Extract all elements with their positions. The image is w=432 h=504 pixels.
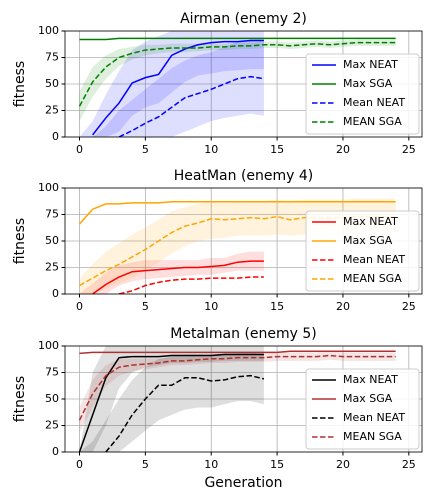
y-tick-label: 25 [45, 419, 59, 432]
series-line [118, 75, 265, 137]
series-line [78, 41, 396, 107]
band [79, 31, 264, 137]
x-tick-label: 20 [336, 300, 350, 313]
legend: Max NEAT Max SGA Mean NEAT MEAN SGA [305, 210, 420, 292]
y-tick-label: 100 [38, 24, 59, 37]
axes-frame [64, 187, 423, 295]
x-tick-label: 0 [76, 143, 83, 156]
series-line [105, 374, 265, 452]
chart-title: Airman (enemy 2) [180, 11, 307, 27]
x-tick-label: 25 [402, 458, 416, 471]
plot-area [78, 31, 396, 137]
x-tick-label: 5 [142, 300, 149, 313]
y-tick-label: 25 [45, 104, 59, 117]
x-tick-label: 15 [270, 143, 284, 156]
y-axis-label: fitness [12, 218, 28, 264]
legend: Max NEAT Max SGA Mean NEAT MEAN SGA [305, 53, 420, 135]
y-tick-label: 75 [45, 51, 59, 64]
series-line [79, 350, 396, 355]
band [79, 39, 264, 137]
subplot: Airman (enemy 2) fitness 0 25 50 75 100 0 5 10 15 2… [12, 11, 423, 156]
x-axis-label: Generation [204, 475, 282, 491]
x-tick-label: 0 [76, 300, 83, 313]
legend-label: Mean NEAT [343, 411, 405, 424]
subplot: Metalman (enemy 5)fitnessGeneration02550… [12, 326, 423, 491]
y-tick-label: 100 [38, 181, 59, 194]
x-tick-label: 5 [142, 458, 149, 471]
x-tick-label: 0 [76, 458, 83, 471]
series-line [118, 276, 264, 294]
legend-label: Mean NEAT [343, 253, 405, 266]
band [79, 251, 264, 294]
x-tick-label: 15 [270, 458, 284, 471]
band [79, 352, 264, 452]
y-tick-label: 100 [38, 339, 59, 352]
y-axis-label: fitness [12, 61, 28, 107]
band [79, 346, 264, 452]
legend-label: Max SGA [343, 234, 393, 247]
legend-label: MEAN SGA [343, 430, 402, 443]
subplot: HeatMan (enemy 4) fitness 0 25 50 75 100 0 5 10 15… [12, 168, 423, 313]
plot-area [78, 346, 396, 452]
legend-label: Max SGA [343, 77, 393, 90]
series-line [78, 201, 396, 225]
y-tick-label: 25 [45, 261, 59, 274]
series-line [79, 37, 396, 41]
axes-frame [64, 30, 423, 138]
y-tick-label: 50 [45, 392, 59, 405]
legend-label: MEAN SGA [343, 115, 402, 128]
chart-title: HeatMan (enemy 4) [174, 168, 314, 184]
legend-box [305, 368, 420, 450]
chart-title: Metalman (enemy 5) [170, 326, 317, 342]
y-tick-label: 50 [45, 234, 59, 247]
y-tick-label: 75 [45, 366, 59, 379]
x-tick-label: 10 [204, 143, 218, 156]
legend-label: Mean NEAT [343, 96, 405, 109]
legend-box [305, 53, 420, 135]
legend-label: Max NEAT [343, 373, 398, 386]
y-tick-label: 0 [52, 445, 59, 458]
x-tick-label: 10 [204, 458, 218, 471]
legend: Max NEAT Max SGA Mean NEAT MEAN SGA [305, 368, 420, 450]
series-line [92, 260, 264, 294]
legend-label: Max NEAT [343, 58, 398, 71]
x-tick-label: 25 [402, 143, 416, 156]
x-tick-label: 5 [142, 143, 149, 156]
y-tick-label: 50 [45, 77, 59, 90]
axes-frame [64, 345, 423, 453]
series-line [78, 354, 396, 421]
y-axis-label: fitness [12, 376, 28, 422]
x-tick-label: 20 [336, 143, 350, 156]
legend-label: Max NEAT [343, 215, 398, 228]
series-line [78, 353, 264, 452]
series-line [92, 39, 264, 136]
legend-label: MEAN SGA [343, 272, 402, 285]
band [79, 351, 396, 433]
y-tick-label: 75 [45, 208, 59, 221]
legend-box [305, 210, 420, 292]
x-tick-label: 20 [336, 458, 350, 471]
legend-label: Max SGA [343, 392, 393, 405]
y-tick-label: 0 [52, 287, 59, 300]
y-tick-label: 0 [52, 130, 59, 143]
x-tick-label: 10 [204, 300, 218, 313]
x-tick-label: 25 [402, 300, 416, 313]
x-tick-label: 15 [270, 300, 284, 313]
